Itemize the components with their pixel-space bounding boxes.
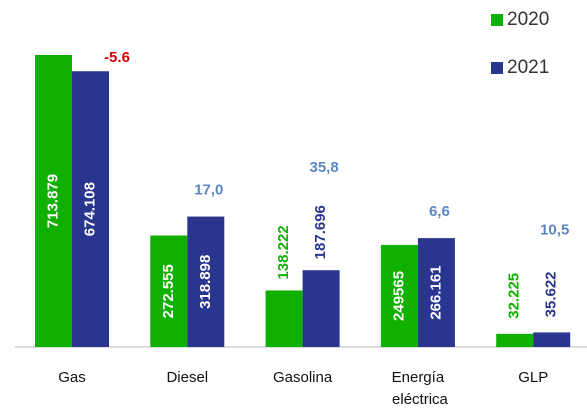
- annotation: -5.6: [104, 49, 130, 66]
- legend-label: 2020: [507, 9, 549, 30]
- bar: [265, 290, 303, 347]
- annotation: 6,6: [429, 203, 450, 220]
- x-tick-label: Energía eléctrica: [388, 369, 449, 408]
- value-label: 138.222: [275, 225, 292, 279]
- value-label: 32.225: [506, 273, 523, 319]
- value-label: 266.161: [427, 265, 444, 319]
- value-label: 674.108: [81, 182, 98, 236]
- label-line: eléctrica: [388, 391, 449, 408]
- bar: [72, 71, 109, 348]
- value-label: 249565: [390, 271, 407, 321]
- legend-label: 2021: [507, 57, 549, 78]
- bar: [417, 238, 455, 347]
- bar: [533, 332, 571, 347]
- value-label: 713.879: [44, 174, 61, 228]
- value-label: 272.555: [160, 264, 177, 318]
- bar: [496, 333, 534, 347]
- value-label: 187.696: [312, 205, 329, 259]
- bar: [150, 235, 188, 347]
- x-tick-label: Gasolina: [273, 369, 333, 386]
- x-tick-label: Gas: [58, 369, 86, 386]
- label-line: Energía: [392, 369, 445, 386]
- bar: [35, 55, 72, 347]
- bar: [302, 270, 340, 347]
- legend-swatch: [491, 14, 503, 26]
- bar: [380, 244, 418, 347]
- legend-swatch: [491, 62, 503, 74]
- value-label: 35.622: [543, 271, 560, 317]
- annotation: 35,8: [309, 159, 338, 176]
- value-label: 318.898: [197, 255, 214, 309]
- x-tick-label: Diesel: [166, 369, 208, 386]
- x-tick-label: GLP: [518, 369, 548, 386]
- annotation: 10,5: [540, 221, 569, 238]
- annotation: 17,0: [194, 182, 223, 199]
- bar: [187, 216, 225, 347]
